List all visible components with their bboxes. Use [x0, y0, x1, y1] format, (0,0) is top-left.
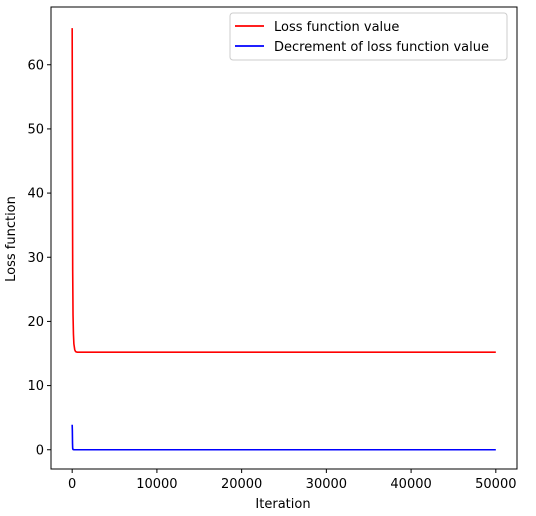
- legend-label-decrement: Decrement of loss function value: [274, 40, 489, 55]
- x-tick-label: 0: [68, 477, 76, 492]
- y-tick-label: 50: [27, 122, 44, 137]
- y-tick-label: 0: [36, 443, 44, 458]
- series-line-loss: [71, 28, 496, 354]
- axes-layer: 0 10000 20000 30000 40000 50000 0 10 20 30 40 50 60: [27, 6, 518, 492]
- y-tick-label: 20: [27, 315, 44, 330]
- y-tick-label: 60: [27, 58, 44, 73]
- y-tick-label: 10: [27, 379, 44, 394]
- x-tick-label: 20000: [221, 477, 262, 492]
- legend-box: [229, 12, 508, 61]
- x-tick-label: 30000: [306, 477, 347, 492]
- y-tick-label: 40: [27, 187, 44, 202]
- x-tick-label: 50000: [475, 477, 516, 492]
- legend-label-loss: Loss function value: [274, 20, 399, 35]
- y-axis-label: Loss function: [4, 196, 19, 282]
- series-layer: [71, 28, 496, 451]
- x-axis-label: Iteration: [255, 497, 310, 512]
- axes-frame: [50, 6, 518, 470]
- series-line-decrement: [71, 424, 496, 451]
- legend: Loss function value Decrement of loss fu…: [229, 12, 508, 61]
- x-tick-label: 10000: [136, 477, 177, 492]
- y-tick-label: 30: [27, 251, 44, 266]
- x-tick-label: 40000: [390, 477, 431, 492]
